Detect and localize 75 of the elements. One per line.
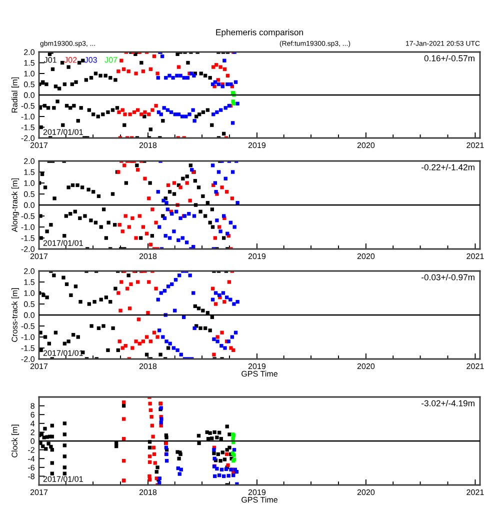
y-tick-label: -4 <box>28 456 35 462</box>
x-tick-label: 2020 <box>357 142 375 148</box>
y-axis-title: Radial [m] <box>11 77 19 112</box>
y-tick-label: -0.5 <box>21 103 34 109</box>
annotation: -0.03+/-0.97m <box>422 274 474 280</box>
y-tick-label: 8 <box>30 403 34 409</box>
x-axis-title: GPS Time <box>242 496 278 503</box>
x-tick-label: 2019 <box>248 363 266 370</box>
y-tick-label: 1.5 <box>24 169 34 175</box>
series-label: J01 <box>44 57 56 63</box>
y-axis-title: Along-track [m] <box>11 178 19 232</box>
y-axis-title: Cross-track [m] <box>11 288 19 342</box>
x-tick-label: 2018 <box>139 253 157 260</box>
y-tick-label: -2.0 <box>21 135 35 141</box>
y-tick-label: 2.0 <box>24 158 35 164</box>
y-tick-label: 0.5 <box>24 82 34 88</box>
y-tick-label: 0.5 <box>24 301 34 307</box>
x-tick-label: 2020 <box>357 363 375 370</box>
x-tick-label: 2018 <box>139 142 157 148</box>
text: J03 <box>84 57 97 63</box>
x-tick-label: 2018 <box>139 363 157 370</box>
text: J07 <box>104 57 118 63</box>
y-tick-label: 1.0 <box>24 180 35 186</box>
y-tick-label: -1.5 <box>21 235 34 241</box>
y-tick-label: -0.5 <box>21 213 34 219</box>
x-tick-label: 2021 <box>466 253 484 260</box>
x-tick-label: 2019 <box>248 489 266 496</box>
y-tick-label: -1.0 <box>21 114 35 120</box>
x-tick-label: 2021 <box>466 489 484 496</box>
x-tick-label: 2017 <box>30 489 48 496</box>
chart-title: Ephemeris comparison <box>216 28 303 38</box>
annotation: 0.16+/-0.57m <box>424 54 474 62</box>
annotation: 2017/01/01 <box>43 476 83 482</box>
y-tick-label: -1.0 <box>21 334 35 340</box>
x-axis-title: GPS Time <box>242 370 278 377</box>
y-tick-label: -6 <box>28 464 34 470</box>
y-tick-label: 0.0 <box>24 92 35 98</box>
x-tick-label: 2021 <box>466 363 484 370</box>
y-tick-label: 0.0 <box>24 202 35 208</box>
y-tick-label: -2.0 <box>21 356 35 362</box>
y-tick-label: -1.5 <box>21 124 34 130</box>
y-tick-label: 4 <box>30 420 35 426</box>
y-tick-label: -2.0 <box>21 246 35 252</box>
y-tick-label: 1.0 <box>24 290 35 296</box>
y-tick-label: 0.5 <box>24 191 34 197</box>
y-tick-label: -0.5 <box>21 323 34 329</box>
y-tick-label: -1.5 <box>21 345 34 351</box>
y-tick-label: 0.0 <box>24 312 35 318</box>
y-axis-title: Clock [m] <box>11 424 19 458</box>
y-tick-label: -8 <box>28 473 34 480</box>
y-tick-label: 1.0 <box>24 70 35 76</box>
x-tick-label: 2021 <box>466 142 484 148</box>
x-tick-label: 2020 <box>357 489 375 496</box>
x-tick-label: 2017 <box>30 142 48 148</box>
y-tick-label: -2 <box>28 447 34 453</box>
annotation: 2017/01/01 <box>43 350 83 356</box>
x-tick-label: 2019 <box>248 253 266 260</box>
y-tick-label: 0 <box>30 438 35 444</box>
y-tick-label: 6 <box>30 412 34 418</box>
y-tick-label: 2.0 <box>24 49 35 55</box>
annotation: -3.02+/-4.19m <box>422 400 474 406</box>
y-tick-label: 2 <box>30 429 34 436</box>
annotation: 2017/01/01 <box>43 240 83 246</box>
y-tick-label: 1.5 <box>24 279 34 285</box>
y-tick-label: 1.5 <box>24 60 34 66</box>
x-tick-label: 2018 <box>139 489 157 496</box>
x-tick-label: 2017 <box>30 363 48 370</box>
x-tick-label: 2019 <box>248 142 266 148</box>
annotation: 2017/01/01 <box>43 128 83 135</box>
text: J02 <box>64 57 77 63</box>
annotation: -0.22+/-1.42m <box>422 164 474 170</box>
x-tick-label: 2017 <box>30 253 48 260</box>
x-tick-label: 2020 <box>357 253 375 260</box>
y-tick-label: -1.0 <box>21 224 35 230</box>
y-tick-label: 2.0 <box>24 268 35 274</box>
